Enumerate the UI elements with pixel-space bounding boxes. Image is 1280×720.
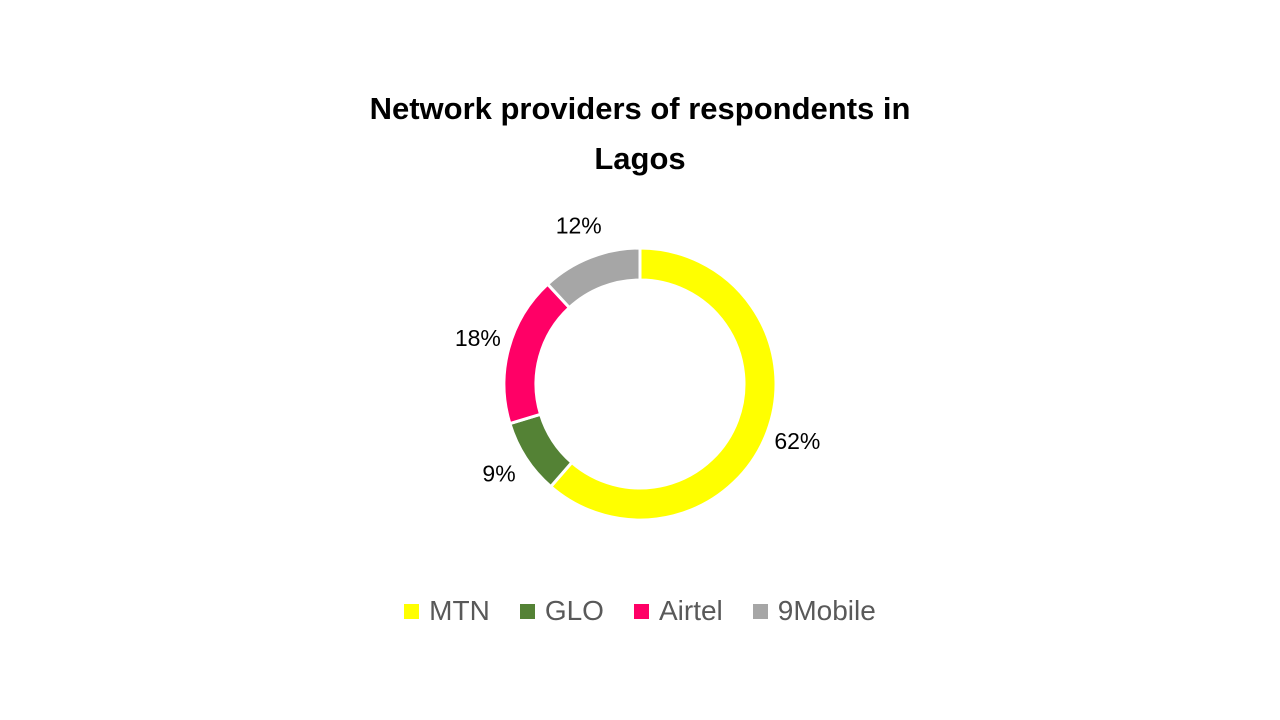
- donut-slice: [548, 246, 778, 522]
- legend-item: Airtel: [633, 595, 723, 627]
- legend-item: 9Mobile: [752, 595, 876, 627]
- data-label: 62%: [774, 428, 820, 454]
- chart-title: Network providers of respondents in Lago…: [369, 91, 911, 176]
- data-label: 18%: [455, 325, 501, 351]
- legend-label: MTN: [429, 595, 490, 626]
- legend-swatch: [633, 603, 649, 619]
- legend-label: GLO: [544, 595, 604, 626]
- legend-label: 9Mobile: [777, 595, 876, 626]
- data-label: 12%: [556, 213, 602, 239]
- legend-swatch: [519, 603, 535, 619]
- legend: MTN GLO Airtel 9Mobile: [0, 595, 1280, 627]
- legend-item: GLO: [519, 595, 604, 627]
- data-label: 9%: [482, 461, 515, 487]
- legend-swatch: [404, 603, 420, 619]
- donut-slice: [545, 246, 642, 310]
- legend-swatch: [752, 603, 768, 619]
- donut-slice: [502, 282, 572, 426]
- legend-item: MTN: [404, 595, 490, 627]
- legend-label: Airtel: [658, 595, 723, 626]
